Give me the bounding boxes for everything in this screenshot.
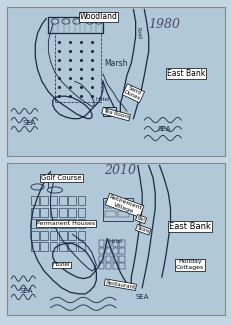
- Text: SEA: SEA: [20, 288, 33, 294]
- Bar: [77, 208, 85, 217]
- Text: Sand
Dunes: Sand Dunes: [123, 84, 143, 102]
- Text: Hotel: Hotel: [95, 97, 110, 102]
- Bar: [40, 196, 48, 205]
- Text: East Bank: East Bank: [168, 222, 210, 231]
- Bar: [118, 202, 128, 208]
- Bar: [105, 240, 111, 246]
- Bar: [49, 208, 57, 217]
- Text: SEA: SEA: [22, 120, 35, 126]
- Bar: [112, 248, 118, 254]
- Bar: [77, 219, 85, 228]
- Text: Woodland: Woodland: [79, 12, 117, 21]
- Text: Road: Road: [135, 27, 141, 40]
- Bar: [31, 219, 38, 228]
- Bar: [112, 263, 118, 269]
- Bar: [98, 256, 104, 262]
- Bar: [59, 242, 67, 251]
- Text: Permanent Houses: Permanent Houses: [36, 221, 95, 226]
- Text: 1980: 1980: [147, 18, 179, 31]
- Bar: [31, 208, 38, 217]
- Bar: [68, 231, 76, 240]
- Bar: [105, 263, 111, 269]
- Text: SEA: SEA: [157, 126, 170, 132]
- Bar: [49, 242, 57, 251]
- Text: Restaurant: Restaurant: [105, 280, 135, 290]
- Bar: [103, 107, 116, 116]
- Text: Golf Course: Golf Course: [41, 175, 82, 181]
- Bar: [68, 242, 76, 251]
- Text: 2010: 2010: [104, 164, 136, 177]
- Text: SEA: SEA: [135, 294, 148, 300]
- Bar: [105, 211, 116, 217]
- Bar: [31, 231, 38, 240]
- Bar: [119, 263, 125, 269]
- Bar: [31, 196, 38, 205]
- Bar: [40, 242, 48, 251]
- Bar: [49, 231, 57, 240]
- Bar: [118, 211, 128, 217]
- Text: Store: Store: [136, 225, 150, 234]
- Bar: [77, 242, 85, 251]
- Bar: [68, 219, 76, 228]
- Bar: [49, 219, 57, 228]
- Bar: [31, 242, 38, 251]
- Text: Retirement
Village: Retirement Village: [106, 194, 142, 216]
- Bar: [77, 231, 85, 240]
- Bar: [40, 219, 48, 228]
- Text: Tea Room: Tea Room: [102, 108, 129, 120]
- Bar: [59, 196, 67, 205]
- Bar: [49, 196, 57, 205]
- Text: Marsh: Marsh: [104, 59, 127, 68]
- Bar: [98, 248, 104, 254]
- Bar: [119, 256, 125, 262]
- Bar: [59, 219, 67, 228]
- Text: Hostel: Hostel: [53, 262, 70, 267]
- Bar: [119, 240, 125, 246]
- Bar: [98, 240, 104, 246]
- Bar: [59, 208, 67, 217]
- Bar: [103, 198, 133, 221]
- Bar: [112, 256, 118, 262]
- Bar: [77, 196, 85, 205]
- Bar: [68, 208, 76, 217]
- Bar: [119, 248, 125, 254]
- Bar: [105, 202, 116, 208]
- Bar: [68, 196, 76, 205]
- Bar: [105, 256, 111, 262]
- Bar: [40, 208, 48, 217]
- Text: Holiday
Cottages: Holiday Cottages: [175, 259, 203, 270]
- Bar: [98, 263, 104, 269]
- Text: Bar: Bar: [136, 215, 145, 223]
- Text: East Bank: East Bank: [166, 69, 204, 78]
- Bar: [105, 248, 111, 254]
- Bar: [59, 231, 67, 240]
- Text: Hotel: Hotel: [108, 240, 123, 244]
- Bar: [112, 240, 118, 246]
- Bar: [40, 231, 48, 240]
